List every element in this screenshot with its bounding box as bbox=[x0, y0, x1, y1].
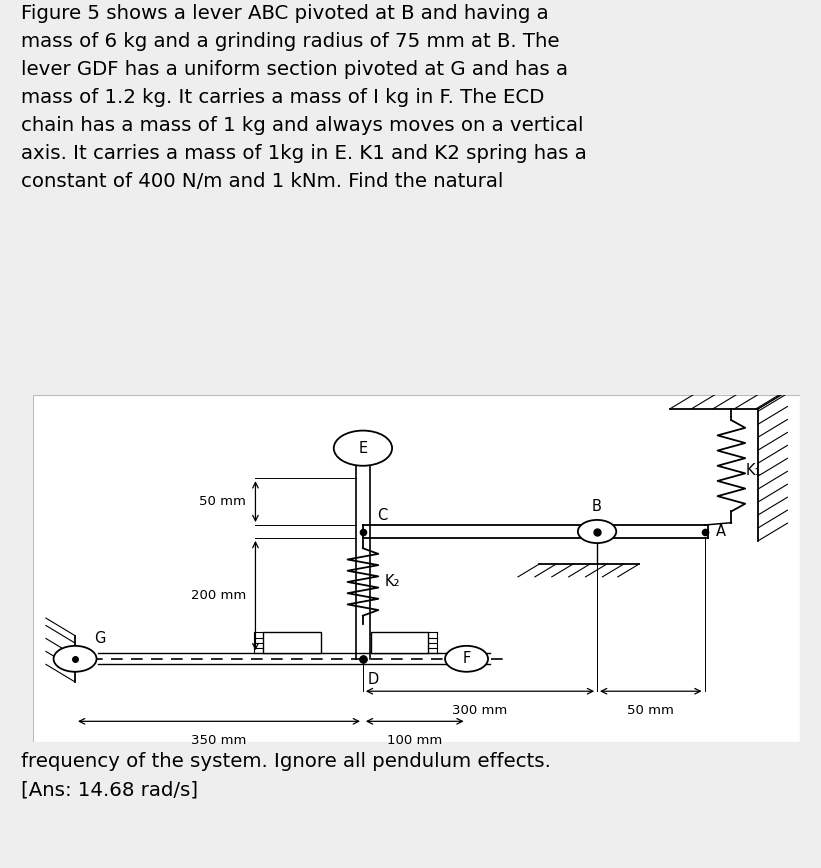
Circle shape bbox=[334, 431, 392, 466]
Text: 50 mm: 50 mm bbox=[627, 704, 674, 717]
Circle shape bbox=[445, 646, 488, 672]
Circle shape bbox=[578, 520, 617, 543]
Circle shape bbox=[53, 646, 97, 672]
Text: B: B bbox=[592, 499, 602, 514]
Text: 200 mm: 200 mm bbox=[191, 589, 246, 602]
Text: C: C bbox=[377, 508, 387, 523]
Text: K₁: K₁ bbox=[745, 463, 760, 477]
Text: frequency of the system. Ignore all pendulum effects.
[Ans: 14.68 rad/s]: frequency of the system. Ignore all pend… bbox=[21, 753, 550, 799]
Text: 100 mm: 100 mm bbox=[388, 734, 443, 747]
Bar bbox=[263, 633, 321, 654]
Text: E: E bbox=[358, 441, 368, 456]
Text: 350 mm: 350 mm bbox=[191, 734, 246, 747]
Text: F: F bbox=[462, 651, 470, 667]
Text: K₂: K₂ bbox=[384, 575, 400, 589]
Text: 50 mm: 50 mm bbox=[200, 495, 246, 508]
Text: A: A bbox=[716, 524, 726, 539]
Text: Figure 5 shows a lever ABC pivoted at B and having a
mass of 6 kg and a grinding: Figure 5 shows a lever ABC pivoted at B … bbox=[21, 4, 586, 191]
Bar bbox=[370, 633, 429, 654]
Text: 300 mm: 300 mm bbox=[452, 704, 507, 717]
Text: D: D bbox=[368, 672, 378, 687]
Text: G: G bbox=[94, 631, 106, 646]
